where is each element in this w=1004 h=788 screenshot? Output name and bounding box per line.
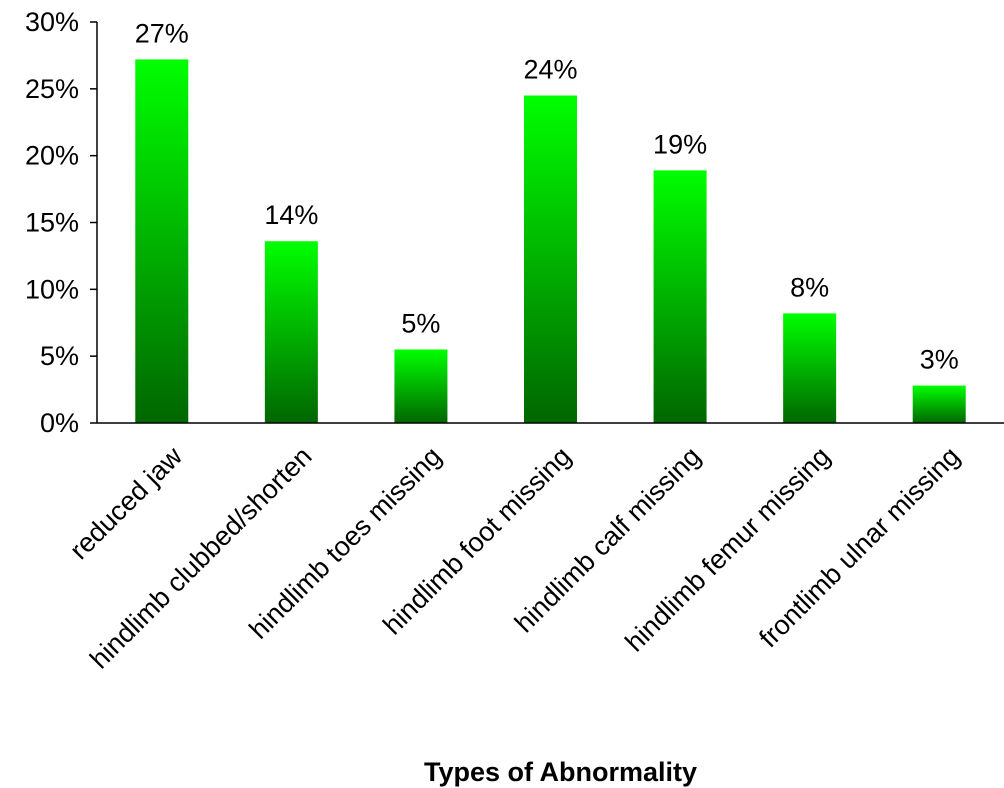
y-tick-label: 20% (25, 141, 79, 171)
bar-data-label: 8% (790, 272, 829, 302)
bar (524, 96, 577, 423)
y-tick-label: 5% (40, 341, 79, 371)
bar-data-label: 3% (920, 345, 959, 375)
bar (394, 349, 447, 423)
y-tick-label: 25% (25, 74, 79, 104)
bar (265, 241, 318, 423)
y-tick-label: 30% (25, 7, 79, 37)
y-tick-label: 10% (25, 274, 79, 304)
bars-group (135, 59, 965, 423)
y-tick-label: 15% (25, 208, 79, 238)
bar-data-label: 24% (523, 55, 577, 85)
x-category-label: reduced jaw (64, 441, 189, 566)
bar-data-label: 14% (264, 200, 318, 230)
bar (654, 170, 707, 423)
y-tick-label: 0% (40, 408, 79, 438)
x-category-label: hindlimb clubbed/shorten (84, 441, 317, 674)
bar-data-label: 27% (135, 18, 189, 48)
bar-data-label: 19% (653, 129, 707, 159)
x-axis-title: Types of Abnormality (424, 757, 697, 787)
bar (783, 313, 836, 423)
bar-data-label: 5% (401, 308, 440, 338)
y-axis-ticks: 0% 5% 10% 15% 20% 25% 30% (25, 7, 97, 438)
bar (135, 59, 188, 423)
bar (913, 386, 966, 423)
